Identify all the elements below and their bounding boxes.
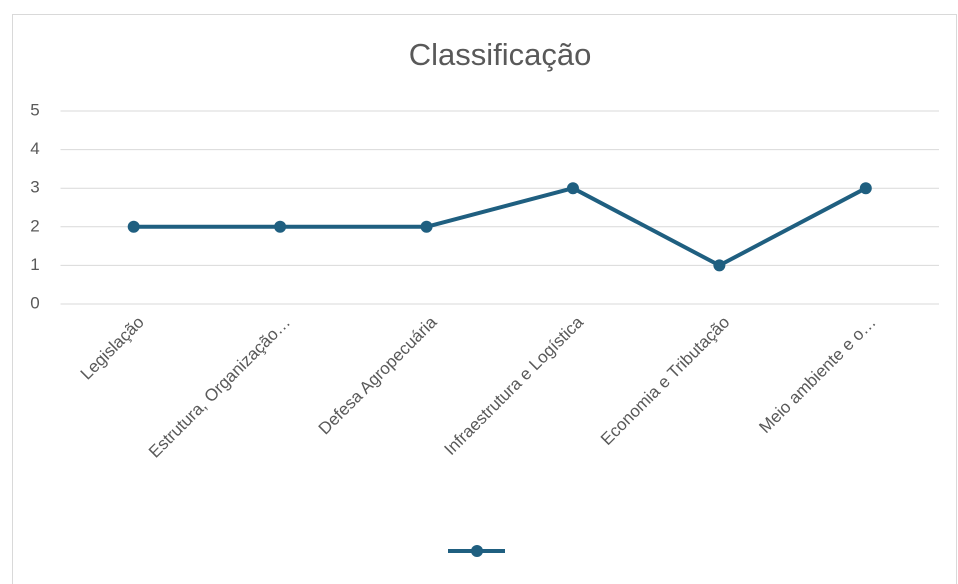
legend-marker xyxy=(471,545,483,557)
series-line xyxy=(133,186,867,268)
point xyxy=(420,220,433,233)
point xyxy=(859,182,872,195)
y-tick-label: 0 xyxy=(30,293,39,312)
point xyxy=(713,259,726,272)
y-tick-label: 4 xyxy=(30,139,39,158)
point xyxy=(127,220,140,233)
point xyxy=(274,220,287,233)
y-tick-label: 3 xyxy=(30,178,39,197)
y-tick-label: 2 xyxy=(30,216,39,235)
point xyxy=(566,182,579,195)
y-tick-label: 5 xyxy=(30,100,39,119)
chart-title: Classificação xyxy=(409,37,592,72)
y-tick-label: 1 xyxy=(30,255,39,274)
chart-frame xyxy=(12,14,957,584)
